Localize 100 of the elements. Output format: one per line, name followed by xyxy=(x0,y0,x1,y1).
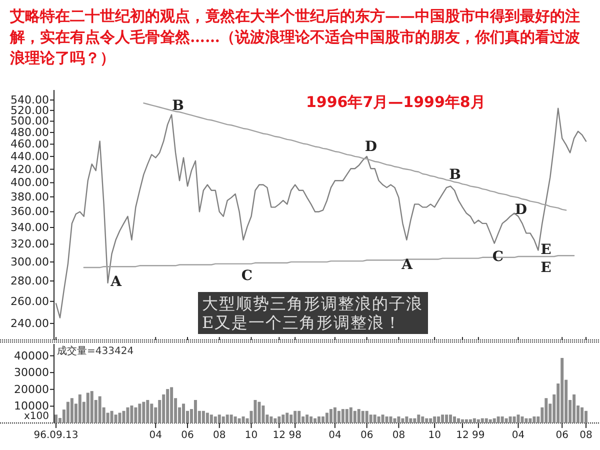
bar xyxy=(425,418,428,423)
bar xyxy=(314,418,317,423)
bar xyxy=(206,412,209,423)
bar xyxy=(90,391,94,423)
y-tick-label: 280.00 xyxy=(10,274,49,288)
bar xyxy=(146,400,150,423)
annotation: A xyxy=(400,257,414,273)
annotation: C xyxy=(492,249,504,265)
bar xyxy=(142,402,146,423)
bar xyxy=(98,396,102,423)
bar xyxy=(202,410,205,423)
y-tick-label: 440.00 xyxy=(10,150,49,163)
bar xyxy=(580,407,584,423)
bar xyxy=(496,416,500,423)
bar xyxy=(512,416,516,423)
bar xyxy=(369,414,372,423)
y-tick-label: 380.00 xyxy=(10,190,49,204)
bar xyxy=(218,414,221,423)
bar xyxy=(401,418,404,423)
bar xyxy=(500,416,504,423)
x-tick-label: 06 xyxy=(556,430,568,441)
bar xyxy=(274,418,277,423)
y-tick-label: 30000 xyxy=(14,366,49,380)
y-tick-label: 500.00 xyxy=(10,114,49,128)
bar xyxy=(325,412,328,423)
bar xyxy=(397,416,400,423)
bar xyxy=(234,416,237,423)
bar xyxy=(210,414,213,423)
bar xyxy=(182,404,186,423)
bar xyxy=(194,400,197,423)
bar xyxy=(464,419,468,423)
bar xyxy=(138,404,142,423)
bar xyxy=(122,410,126,423)
bar xyxy=(333,407,336,423)
bar xyxy=(282,414,285,423)
y-tick-label: 300.00 xyxy=(10,255,49,268)
x-tick-label: 08 xyxy=(392,430,406,441)
bar xyxy=(318,416,320,423)
x-tick-label: 04 xyxy=(328,430,342,441)
bar xyxy=(329,409,332,423)
bar xyxy=(150,404,154,423)
bar xyxy=(453,416,456,423)
bar xyxy=(114,414,118,423)
bar xyxy=(433,416,436,423)
x-tick-label: 96.09.13 xyxy=(34,430,78,441)
bar xyxy=(270,416,273,423)
x-tick-label: 12 xyxy=(272,430,286,441)
bar xyxy=(286,412,289,423)
bar xyxy=(377,416,380,423)
bar xyxy=(337,410,340,423)
bar xyxy=(516,414,520,423)
bar xyxy=(262,406,265,423)
bar xyxy=(405,416,408,423)
bar xyxy=(480,418,484,423)
bar xyxy=(421,416,424,423)
annotation: A xyxy=(110,274,123,290)
bar xyxy=(298,410,301,423)
x-tick-label: 10 xyxy=(244,430,258,441)
y-tick-label: 10000 xyxy=(14,400,49,413)
annotation: D xyxy=(514,202,528,218)
bar xyxy=(429,418,432,423)
bar xyxy=(126,407,130,423)
bar xyxy=(532,416,536,423)
bar xyxy=(365,410,368,423)
bar xyxy=(242,416,245,423)
bar xyxy=(437,416,440,423)
annotation: B xyxy=(449,167,462,183)
annotation: C xyxy=(241,268,253,284)
x-tick-label: 98 xyxy=(288,430,302,441)
bar xyxy=(488,419,492,423)
bar xyxy=(468,419,472,423)
x-tick-label: 08 xyxy=(213,430,226,441)
bar xyxy=(70,398,74,423)
x-tick-label: 99 xyxy=(472,430,485,441)
bar xyxy=(278,416,281,423)
bar xyxy=(78,394,82,423)
y-tick-label: 240.00 xyxy=(10,316,49,330)
text: x100 xyxy=(24,411,49,422)
chart-title: 艾略特在二十世纪初的观点，竟然在大半个世纪后的东方——中国股市中得到最好的注解，实在有点令人毛骨耸然……（说波浪理论不适合中国股市的朋友，你们真的看过波浪理论了吗？） xyxy=(10,6,581,69)
y-tick-label: 20000 xyxy=(14,382,49,396)
bar xyxy=(357,409,360,423)
y-tick-label: 320.00 xyxy=(10,238,49,251)
bar xyxy=(230,414,233,423)
bar xyxy=(361,410,364,423)
bar xyxy=(528,418,532,423)
bar xyxy=(544,398,548,423)
bar xyxy=(504,418,508,423)
bar xyxy=(166,389,170,423)
bar xyxy=(524,418,528,423)
bar xyxy=(310,416,313,423)
bar xyxy=(294,410,297,423)
bar xyxy=(349,407,352,423)
y-tick-label: 260.00 xyxy=(10,294,49,308)
annotation: E xyxy=(540,242,552,258)
y-tick-label: 480.00 xyxy=(10,126,49,139)
chart-subtitle: 1996年7月—1999年8月 xyxy=(306,93,486,111)
bar xyxy=(110,410,114,423)
bar xyxy=(492,418,496,423)
bar xyxy=(441,414,444,423)
x-tick-label: 06 xyxy=(181,430,194,441)
